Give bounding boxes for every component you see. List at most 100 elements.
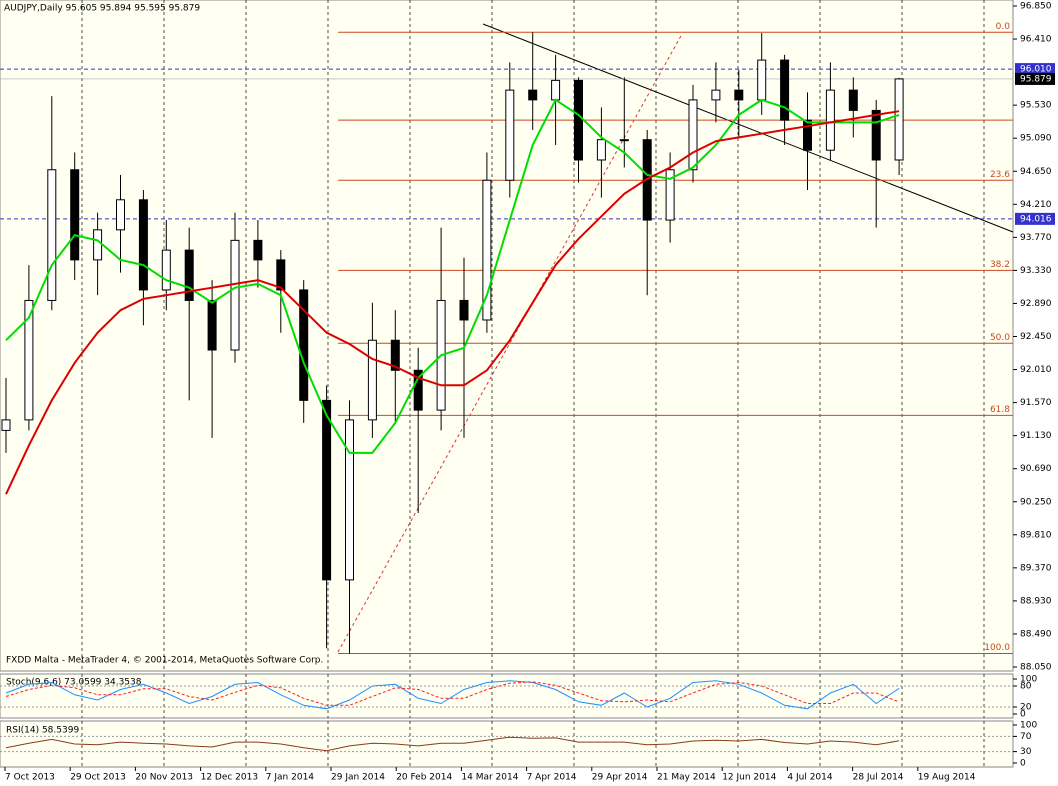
candle-body xyxy=(574,79,583,161)
y-tick-label: 89.810 xyxy=(1020,530,1052,540)
y-tick-label: 88.490 xyxy=(1020,629,1052,639)
y-tick-label: 95.530 xyxy=(1020,101,1052,111)
y-tick-label: 93.770 xyxy=(1020,233,1052,243)
y-tick-label: 88.930 xyxy=(1020,596,1052,606)
x-tick-label: 12 Dec 2013 xyxy=(201,773,259,783)
chart-title: AUDJPY,Daily 95.605 95.894 95.595 95.879 xyxy=(4,4,200,14)
x-tick-label: 14 Mar 2014 xyxy=(461,773,518,783)
x-tick-label: 29 Jan 2014 xyxy=(331,773,385,783)
candle-body xyxy=(711,89,721,101)
candle-body xyxy=(596,139,606,161)
price-label: 94.016 xyxy=(1020,214,1052,224)
y-tick-label: 88.050 xyxy=(1020,663,1052,673)
candle-body xyxy=(780,59,790,121)
moving-average xyxy=(5,98,900,454)
y-tick-label: 91.570 xyxy=(1020,398,1052,408)
y-tick-label: 92.450 xyxy=(1020,332,1052,342)
last-price-label: 95.879 xyxy=(1020,74,1052,84)
candle-body xyxy=(276,259,286,291)
candle-body xyxy=(757,59,767,101)
price-label-box xyxy=(1015,212,1055,225)
moving-average xyxy=(5,110,900,495)
candle-body xyxy=(47,169,57,301)
candle-body xyxy=(299,289,309,401)
x-tick-label: 7 Apr 2014 xyxy=(527,773,577,783)
x-tick-label: 4 Jul 2014 xyxy=(787,773,832,783)
candle-body xyxy=(230,239,240,351)
x-tick-label: 19 Aug 2014 xyxy=(918,773,976,783)
candle-body xyxy=(161,249,171,291)
y-tick-label: 92.890 xyxy=(1020,299,1052,309)
candle-body xyxy=(505,89,515,181)
candle-body xyxy=(482,179,492,321)
candle-body xyxy=(665,169,675,221)
candle-body xyxy=(848,89,858,111)
y-tick-label: 96.850 xyxy=(1020,2,1052,12)
fib-label: 38.2 xyxy=(990,260,1010,270)
footer: FXDD Malta - MetaTrader 4, © 2001-2014, … xyxy=(6,656,323,666)
candle-body xyxy=(528,89,538,101)
x-tick-label: 20 Nov 2013 xyxy=(135,773,193,783)
trendline xyxy=(482,23,1014,233)
y-tick-label: 90.250 xyxy=(1020,497,1052,507)
candle-body xyxy=(734,89,744,101)
candle-body xyxy=(24,299,34,421)
price-label: 96.010 xyxy=(1020,65,1052,75)
y-tick-label: 70 xyxy=(1020,732,1032,742)
rsi-panel xyxy=(0,720,1014,768)
x-tick-label: 21 May 2014 xyxy=(657,773,716,783)
y-tick-label: 90.690 xyxy=(1020,464,1052,474)
candle-body xyxy=(184,249,194,301)
fib-label: 23.6 xyxy=(990,170,1010,180)
y-tick-label: 96.410 xyxy=(1020,35,1052,45)
candle-body xyxy=(253,239,263,261)
candle-body xyxy=(459,299,469,321)
fib-label: 61.8 xyxy=(990,405,1010,415)
candle-body xyxy=(894,78,904,161)
y-tick-label: 100 xyxy=(1020,675,1037,685)
fib-label: 100.0 xyxy=(984,643,1010,653)
y-tick-label: 30 xyxy=(1020,747,1032,757)
y-tick-label: 0 xyxy=(1020,759,1026,769)
y-tick-label: 92.010 xyxy=(1020,365,1052,375)
x-tick-label: 29 Apr 2014 xyxy=(592,773,648,783)
y-tick-label: 0 xyxy=(1020,710,1026,720)
y-tick-label: 94.650 xyxy=(1020,167,1052,177)
y-tick-label: 100 xyxy=(1020,721,1037,731)
stoch-label: Stoch(9,6,6) 73.0599 34.3538 xyxy=(6,678,142,688)
candle-body xyxy=(70,169,80,261)
y-tick-label: 20 xyxy=(1020,703,1032,713)
fib-label: 50.0 xyxy=(990,333,1010,343)
candle-body xyxy=(207,299,217,351)
candle-body xyxy=(138,199,148,291)
candle-body xyxy=(619,139,629,142)
candle-body xyxy=(688,99,698,171)
x-tick-label: 7 Jan 2014 xyxy=(266,773,314,783)
rsi-label: RSI(14) 58.5399 xyxy=(6,726,79,736)
candle-body xyxy=(1,419,11,431)
candle-body xyxy=(871,109,881,161)
candle-body xyxy=(413,369,423,411)
candle-body xyxy=(93,229,103,261)
y-tick-label: 95.090 xyxy=(1020,134,1052,144)
x-tick-label: 28 Jul 2014 xyxy=(853,773,904,783)
y-tick-label: 93.330 xyxy=(1020,266,1052,276)
candle-body xyxy=(551,79,561,101)
y-tick-label: 89.370 xyxy=(1020,563,1052,573)
y-tick-label: 91.130 xyxy=(1020,431,1052,441)
candle-body xyxy=(322,399,332,581)
candle-body xyxy=(367,339,377,421)
candle-body xyxy=(803,119,812,151)
x-tick-label: 29 Oct 2013 xyxy=(70,773,126,783)
x-tick-label: 12 Jun 2014 xyxy=(722,773,776,783)
fib-label: 0.0 xyxy=(996,22,1011,32)
y-tick-label: 80 xyxy=(1020,682,1032,692)
price-label-box xyxy=(1015,63,1055,76)
stoch-signal xyxy=(5,681,900,706)
rsi-line xyxy=(5,736,900,752)
candle-body xyxy=(116,199,125,231)
x-tick-label: 20 Feb 2014 xyxy=(396,773,452,783)
y-tick-label: 94.210 xyxy=(1020,200,1052,210)
price-label-box xyxy=(1015,72,1055,85)
